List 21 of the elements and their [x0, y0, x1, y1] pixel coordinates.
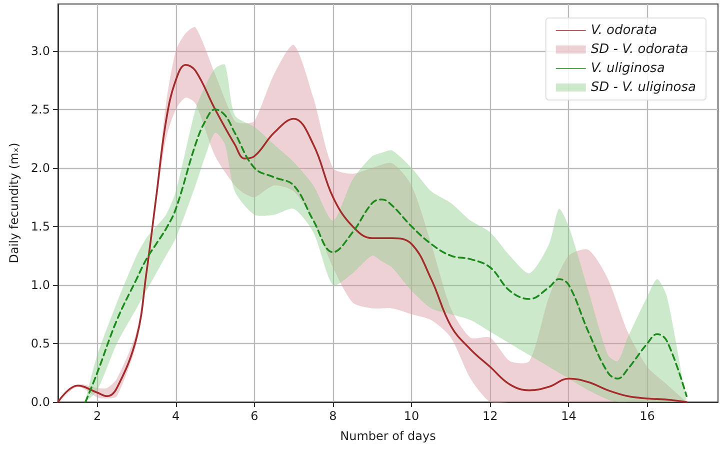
x-tick-label: 12: [482, 409, 498, 423]
x-axis-title: Number of days: [340, 429, 436, 443]
y-tick-label: 3.0: [30, 44, 50, 58]
y-tick-label: 1.5: [30, 219, 50, 234]
x-tick-label: 8: [329, 409, 337, 423]
legend-label: SD - V. uliginosa: [590, 80, 696, 95]
y-tick-label: 1.0: [30, 278, 50, 292]
x-tick-label: 4: [172, 409, 180, 423]
legend-label: V. odorata: [590, 23, 658, 38]
y-tick-label: 0.5: [30, 336, 50, 350]
x-tick-label: 16: [640, 409, 655, 423]
legend-label: SD - V. odorata: [590, 42, 688, 57]
x-tick-label: 10: [404, 409, 420, 423]
x-tick-label: 6: [250, 409, 258, 423]
y-tick-label: 0.0: [30, 395, 50, 409]
y-tick-label: 2.0: [30, 160, 50, 175]
y-tick-label: 2.5: [30, 102, 50, 116]
legend-label: V. uliginosa: [590, 61, 665, 76]
x-tick-label: 2: [93, 409, 102, 423]
y-axis-title: Daily fecundity (mₓ): [7, 142, 21, 264]
x-tick-label: 14: [561, 409, 576, 423]
